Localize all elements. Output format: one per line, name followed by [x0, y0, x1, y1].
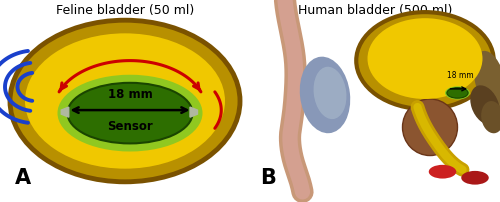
Text: 18 mm: 18 mm	[108, 88, 152, 101]
Ellipse shape	[445, 86, 470, 99]
Text: B: B	[260, 168, 276, 188]
Ellipse shape	[481, 101, 500, 133]
Ellipse shape	[25, 33, 225, 169]
Ellipse shape	[474, 51, 500, 111]
Ellipse shape	[368, 18, 482, 99]
Ellipse shape	[10, 20, 240, 182]
Ellipse shape	[58, 75, 203, 152]
Ellipse shape	[429, 165, 456, 179]
Text: 18 mm: 18 mm	[446, 71, 473, 80]
Ellipse shape	[402, 99, 458, 156]
Polygon shape	[61, 107, 69, 117]
Text: Feline bladder (50 ml): Feline bladder (50 ml)	[56, 4, 194, 17]
Text: Sensor: Sensor	[107, 120, 153, 133]
Ellipse shape	[314, 67, 346, 119]
Text: Human bladder (500 ml): Human bladder (500 ml)	[298, 4, 452, 17]
Ellipse shape	[470, 85, 500, 125]
Ellipse shape	[300, 57, 350, 133]
Ellipse shape	[68, 83, 192, 143]
Ellipse shape	[461, 171, 489, 185]
Text: A: A	[15, 168, 31, 188]
Ellipse shape	[356, 12, 494, 109]
Ellipse shape	[447, 88, 468, 98]
Polygon shape	[190, 107, 198, 117]
